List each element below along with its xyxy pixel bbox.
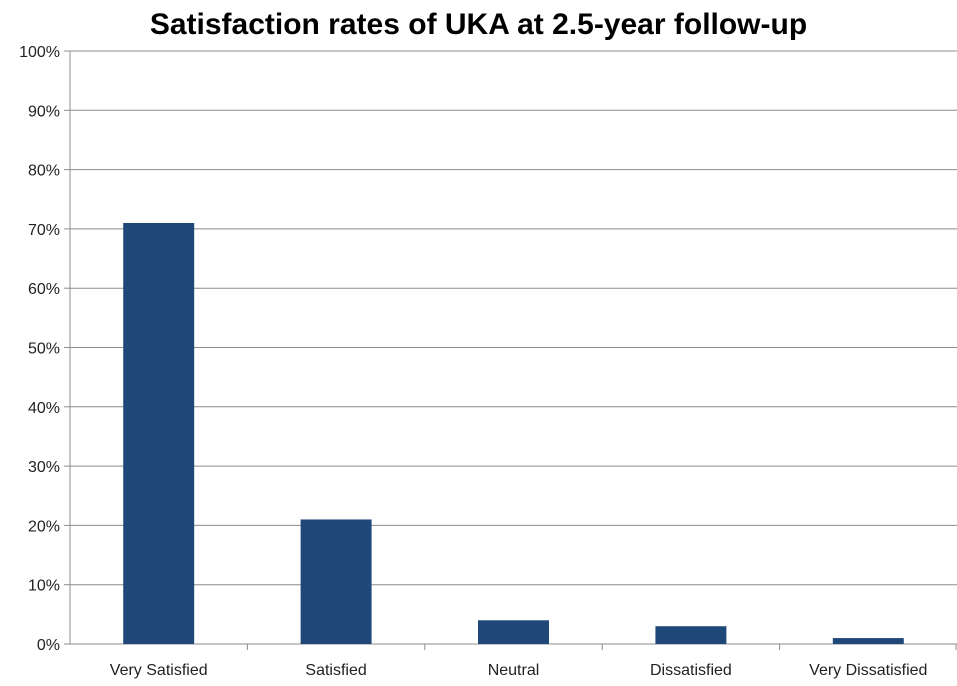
gridlines <box>70 50 957 586</box>
x-tick-label: Very Satisfied <box>110 662 208 679</box>
x-tick-label: Satisfied <box>305 662 366 679</box>
y-tick-label: 50% <box>28 341 60 358</box>
y-tick-label: 80% <box>28 163 60 180</box>
bar-very-satisfied <box>123 222 195 644</box>
bar-very-dissatisfied <box>832 638 904 644</box>
y-tick-label: 100% <box>19 44 60 61</box>
chart-title: Satisfaction rates of UKA at 2.5-year fo… <box>149 8 808 41</box>
bar-satisfied <box>300 519 372 644</box>
y-tick-label: 90% <box>28 103 60 120</box>
x-tick-label: Dissatisfied <box>650 662 732 679</box>
y-tick-label: 0% <box>37 637 60 654</box>
axes <box>64 50 957 650</box>
y-tick-label: 60% <box>28 281 60 298</box>
y-tick-label: 30% <box>28 459 60 476</box>
bar-neutral <box>478 620 549 644</box>
y-tick-label: 20% <box>28 518 60 535</box>
x-tick-label: Neutral <box>488 662 540 679</box>
bars <box>123 222 904 644</box>
y-tick-label: 70% <box>28 222 60 239</box>
y-tick-label: 10% <box>28 578 60 595</box>
x-tick-label: Very Dissatisfied <box>809 662 927 679</box>
bar-dissatisfied <box>655 626 727 644</box>
tick-labels: 0% 10% 20% 30% 40% 50% 60% 70% 80% 90% 100% Very Sa… <box>19 44 927 679</box>
y-tick-label: 40% <box>28 400 60 417</box>
